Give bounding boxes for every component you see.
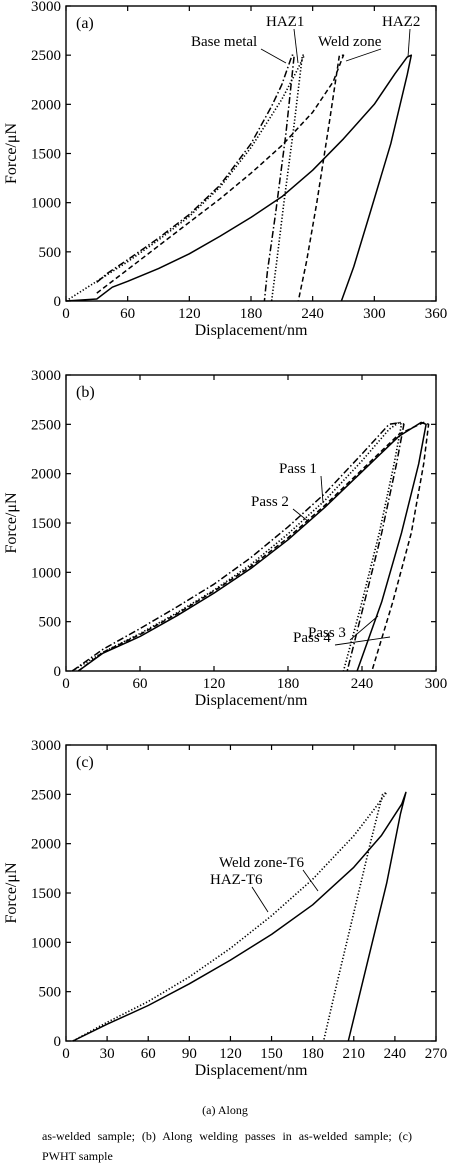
y-tick-label: 3000	[31, 368, 61, 384]
x-tick-label: 300	[363, 306, 386, 322]
annotation-leader	[260, 48, 287, 64]
x-tick-label: 0	[62, 1046, 70, 1062]
series-line-weld-zone	[96, 54, 345, 302]
x-tick-label: 270	[425, 1046, 448, 1062]
x-tick-label: 240	[384, 1046, 407, 1062]
series-line-pass-2	[71, 421, 403, 672]
y-tick-label: 500	[39, 985, 62, 1001]
annotation-leader	[302, 869, 319, 892]
x-tick-label: 60	[120, 306, 135, 322]
series-annotation: Pass 1	[279, 461, 317, 477]
x-tick-label: 120	[203, 676, 226, 692]
x-tick-label: 180	[240, 306, 263, 322]
panel-b: 0 60 120 180 240 300050010001500200025003000D…	[3, 368, 447, 709]
y-tick-label: 0	[54, 664, 62, 680]
y-tick-label: 2500	[31, 48, 61, 64]
y-tick-label: 500	[39, 245, 62, 261]
x-axis-label: Displacement/nm	[195, 1062, 308, 1079]
y-tick-label: 500	[39, 615, 62, 631]
panel-c: 0 30 60 90 120 150 180 210 240 270 0 500 1000 1500 200…	[3, 738, 447, 1079]
y-tick-label: 2000	[31, 837, 61, 853]
y-tick-label: 0	[54, 294, 62, 310]
annotation-leader	[349, 615, 379, 641]
x-tick-label: 180	[277, 676, 300, 692]
y-axis-label: Force/μN	[3, 123, 20, 184]
x-tick-label: 240	[351, 676, 374, 692]
plot-frame	[65, 374, 437, 672]
x-tick-label: 60	[141, 1046, 156, 1062]
series-line-pass-1	[71, 421, 405, 672]
x-tick-label: 240	[301, 306, 324, 322]
x-tick-label: 30	[100, 1046, 115, 1062]
y-tick-label: 2000	[31, 97, 61, 113]
panel-label: (b)	[76, 384, 95, 401]
series-annotation: Base metal	[191, 34, 257, 50]
x-tick-label: 90	[182, 1046, 197, 1062]
x-tick-label: 120	[219, 1046, 242, 1062]
series-annotation: Pass 4	[293, 630, 331, 646]
series-line-pass-3	[77, 421, 427, 672]
series-annotation: Pass 2	[251, 494, 289, 510]
series-annotation: HAZ2	[382, 14, 420, 30]
plot-frame	[65, 744, 437, 1042]
annotation-leader	[292, 508, 310, 523]
y-tick-label: 1000	[31, 565, 61, 581]
panel-a: 0 60 120 180 240 300 360 0 500 1000 1500 2000 2500 30…	[3, 0, 447, 339]
series-line-haz-t6	[72, 791, 388, 1042]
x-tick-label: 150	[260, 1046, 283, 1062]
annotation-leader	[345, 48, 382, 62]
series-line-weld-zone-t6	[72, 791, 407, 1042]
y-tick-label: 1500	[31, 147, 61, 163]
series-line-base-metal	[96, 54, 295, 302]
plot-frame	[65, 5, 437, 302]
x-tick-label: 210	[343, 1046, 366, 1062]
figure-caption-line-1: (a) Along	[202, 1103, 248, 1117]
series-line-pass-4	[77, 421, 430, 672]
series-annotation: Weld zone	[318, 34, 382, 50]
figure-caption-line-2: as-welded sample; (b) Along welding pass…	[42, 1129, 412, 1163]
x-tick-label: 120	[178, 306, 201, 322]
series-annotation: Pass 3	[308, 625, 346, 641]
series-line-haz2	[65, 54, 413, 302]
annotation-leader	[251, 886, 269, 913]
x-tick-label: 60	[133, 676, 148, 692]
x-tick-label: 180	[301, 1046, 324, 1062]
series-annotation: HAZ-T6	[210, 872, 263, 888]
y-tick-label: 3000	[31, 738, 61, 754]
annotation-leader	[293, 28, 299, 64]
x-axis-label: Displacement/nm	[195, 322, 308, 339]
x-tick-label: 300	[425, 676, 448, 692]
y-tick-label: 2000	[31, 467, 61, 483]
y-tick-label: 2500	[31, 787, 61, 803]
y-axis-label: Force/μN	[3, 492, 20, 553]
x-axis-label: Displacement/nm	[195, 692, 308, 709]
series-annotation: HAZ1	[266, 14, 304, 30]
y-tick-label: 2500	[31, 417, 61, 433]
x-tick-label: 360	[425, 306, 448, 322]
y-tick-label: 3000	[31, 0, 61, 15]
x-tick-label: 0	[62, 306, 70, 322]
y-tick-label: 1500	[31, 516, 61, 532]
annotation-leader	[407, 28, 411, 58]
y-tick-label: 1000	[31, 935, 61, 951]
series-annotation: Weld zone-T6	[219, 855, 305, 871]
annotation-leader	[320, 475, 324, 504]
panel-label: (a)	[76, 15, 94, 32]
y-tick-label: 1500	[31, 886, 61, 902]
annotation-leader	[334, 636, 391, 646]
y-axis-label: Force/μN	[3, 862, 20, 923]
y-tick-label: 0	[54, 1034, 62, 1050]
x-tick-label: 0	[62, 676, 70, 692]
panel-label: (c)	[76, 754, 94, 771]
y-tick-label: 1000	[31, 196, 61, 212]
